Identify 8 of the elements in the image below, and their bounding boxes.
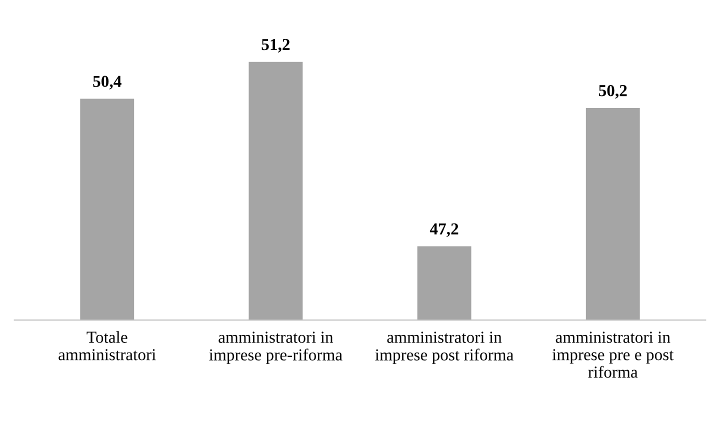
data-label: 50,4 — [93, 76, 122, 90]
data-label: 51,2 — [262, 38, 290, 53]
data-label: 50,2 — [598, 85, 627, 99]
x-tick-label: amministratori in imprese pre e post riforma — [552, 332, 674, 378]
data-label: 47,2 — [430, 223, 458, 237]
x-tick-label: Totale amministratori — [58, 331, 156, 360]
x-tick-label: amministratori in imprese post riforma — [375, 332, 514, 364]
x-tick-label: amministratori in imprese pre-riforma — [209, 332, 342, 364]
